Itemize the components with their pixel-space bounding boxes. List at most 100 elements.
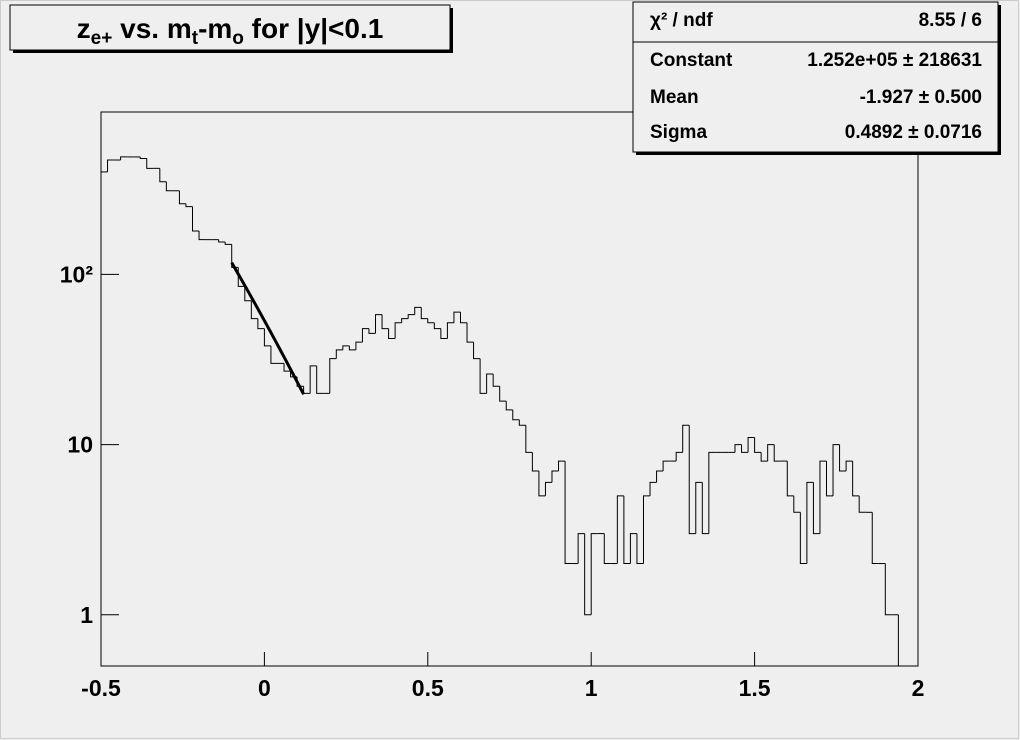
histogram-bin (414, 306, 422, 315)
histogram-bin (799, 512, 807, 565)
histogram-bin (551, 470, 559, 483)
histogram-bin (407, 314, 415, 319)
histogram-bin (695, 481, 703, 534)
histogram-bin (629, 533, 637, 564)
histogram-bin (812, 482, 820, 535)
histogram-bin (427, 318, 435, 324)
histogram-bin (178, 190, 186, 205)
histogram-bin (283, 363, 291, 372)
title-sub: o (232, 28, 244, 49)
histogram-bin (590, 533, 598, 615)
histogram-bin (368, 328, 376, 334)
histogram-bin (603, 533, 611, 565)
histogram-bin (616, 495, 624, 564)
histogram-bin (642, 495, 651, 564)
histogram-bin (649, 481, 657, 496)
histogram-bin (734, 444, 742, 453)
histogram-bin (832, 444, 840, 496)
histogram-bin (806, 481, 814, 564)
x-tick-label: -0.5 (81, 675, 121, 701)
histogram-bin (420, 307, 428, 320)
x-tick-label: 1 (585, 675, 598, 701)
histogram-bin (741, 444, 749, 453)
histogram-bin (316, 365, 324, 394)
histogram-bin (466, 322, 474, 343)
y-tick-label: 10 (67, 432, 93, 458)
title-sub: t (192, 28, 199, 49)
chart-title: ze+ vs. mt-mo for |y|<0.1 (77, 13, 384, 49)
histogram-bin (584, 533, 592, 616)
histogram-bin (250, 300, 258, 320)
title-box (9, 4, 451, 51)
histogram-bin (270, 345, 278, 364)
histogram-bin (767, 444, 775, 462)
histogram-bin (375, 314, 383, 334)
title-part: vs. m (112, 13, 191, 44)
histogram-bin (348, 345, 356, 351)
fit-curve (230, 261, 305, 395)
histogram-bin (473, 342, 481, 360)
x-tick-label: 0 (258, 675, 271, 701)
histogram-bin (531, 452, 539, 472)
histogram-bin (525, 425, 533, 453)
histogram-bin (512, 409, 520, 421)
histogram-bin (688, 425, 696, 535)
histogram-bin (839, 444, 847, 472)
histogram-bin (760, 452, 768, 462)
histogram-bin (518, 419, 526, 426)
stats-label: Constant (650, 50, 733, 71)
histogram-bin (897, 614, 905, 667)
histogram-bin (107, 159, 115, 172)
stats-label: Sigma (650, 122, 707, 143)
stats-value: 1.252e+05 ± 218631 (807, 50, 982, 71)
histogram-bin (329, 358, 337, 394)
histogram-bin (453, 311, 461, 323)
histogram-bin (198, 230, 206, 241)
stats-value: -1.927 ± 0.500 (860, 87, 982, 108)
histogram-bin (433, 322, 441, 330)
histogram-bin (786, 461, 794, 497)
histogram-bin (577, 533, 585, 564)
title-part: for |y|<0.1 (244, 13, 383, 44)
histogram-bin (159, 168, 167, 183)
histogram-bin (355, 341, 363, 350)
histogram-bin (394, 322, 402, 339)
histogram-bin (662, 460, 670, 471)
histogram-bin (224, 242, 232, 245)
histogram-bin (852, 461, 860, 497)
histogram-bin (682, 424, 690, 453)
histogram-bin (754, 437, 762, 453)
histogram-bin (120, 156, 128, 161)
histogram-bin (871, 512, 879, 565)
histogram-bin (244, 286, 252, 302)
histogram-bin (335, 349, 343, 359)
title-part: z (77, 13, 91, 44)
histogram-bin (858, 495, 866, 513)
histogram-bin (440, 328, 448, 340)
y-tick-label: 1 (80, 602, 93, 628)
histogram-bin (884, 563, 892, 616)
title-sub: e+ (91, 28, 113, 49)
histogram-bin (492, 373, 500, 387)
histogram-bin (479, 358, 487, 394)
histogram-bin (819, 460, 827, 534)
histogram-bin (342, 345, 350, 350)
histogram-bin (263, 328, 271, 347)
histogram-bin (499, 386, 507, 402)
histogram-bin (793, 495, 801, 513)
histogram-bin (486, 373, 494, 394)
x-tick-label: 1.5 (739, 675, 771, 701)
histogram-bin (538, 470, 546, 497)
histogram-bin (165, 181, 173, 192)
histogram-bin (185, 203, 193, 208)
title-part: -m (198, 13, 232, 44)
histogram-bin (656, 470, 664, 483)
histogram-bin (623, 495, 631, 565)
x-tick-label: 2 (912, 675, 925, 701)
histogram-bin (845, 460, 853, 471)
stats-value: 8.55 / 6 (919, 10, 982, 31)
histogram-bin (459, 312, 468, 324)
stats-label: Mean (650, 87, 699, 108)
